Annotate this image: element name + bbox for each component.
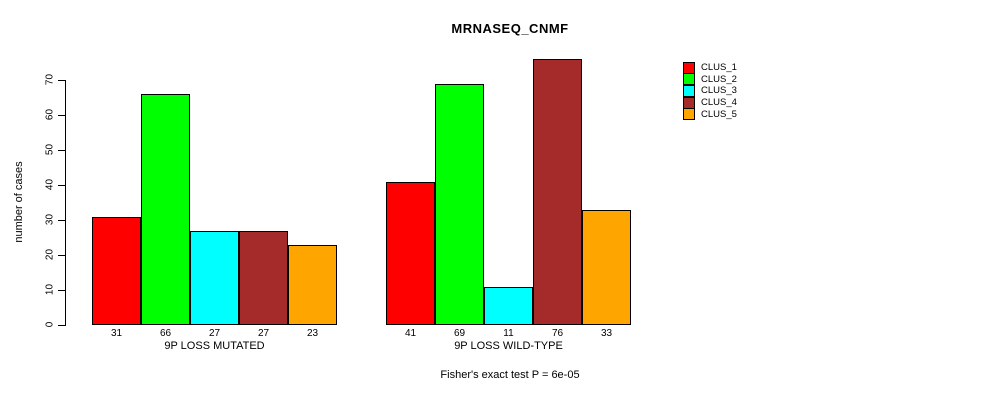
bar-value-label: 27 <box>257 328 270 339</box>
y-axis-line <box>65 80 66 326</box>
y-tick <box>58 185 65 186</box>
legend-item-clus_3: CLUS_3 <box>683 84 737 97</box>
bar-clus_5-1 <box>288 244 337 325</box>
group-label: 9P LOSS WILD-TYPE <box>454 340 563 352</box>
y-tick <box>58 115 65 116</box>
y-tick-label: 40 <box>44 178 56 191</box>
bar-value-label: 23 <box>306 328 319 339</box>
bar-clus_4-2 <box>533 59 582 325</box>
legend-item-clus_5: CLUS_5 <box>683 108 737 121</box>
y-tick-label: 60 <box>44 108 56 121</box>
y-axis-title: number of cases <box>13 161 25 243</box>
bar-clus_1-1 <box>92 216 141 325</box>
legend: CLUS_1 CLUS_2 CLUS_3 CLUS_4 CLUS_5 <box>683 61 737 121</box>
y-tick-label: 70 <box>44 73 56 86</box>
chart-title: MRNASEQ_CNMF <box>451 21 569 36</box>
bar-clus_2-1 <box>141 94 190 325</box>
y-tick <box>58 255 65 256</box>
y-tick-label: 20 <box>44 248 56 261</box>
y-tick <box>58 325 65 326</box>
legend-swatch-icon <box>683 84 695 97</box>
annotation-text: Fisher's exact test P = 6e-05 <box>440 369 580 381</box>
bar-clus_3-2 <box>484 286 533 325</box>
bar-value-label: 33 <box>600 328 613 339</box>
y-tick <box>58 80 65 81</box>
bar-clus_1-2 <box>386 181 435 325</box>
bar-value-label: 11 <box>503 328 514 339</box>
bar-clus_5-2 <box>582 209 631 325</box>
legend-label: CLUS_5 <box>701 108 737 120</box>
bar-value-label: 66 <box>159 328 172 339</box>
legend-swatch-icon <box>683 96 695 109</box>
y-tick-label: 30 <box>44 213 56 226</box>
y-tick-label: 0 <box>44 321 56 328</box>
legend-label: CLUS_4 <box>701 97 737 109</box>
legend-swatch-icon <box>683 108 695 121</box>
y-tick-label: 10 <box>44 283 56 296</box>
group-label: 9P LOSS MUTATED <box>164 340 265 352</box>
bar-value-label: 76 <box>551 328 564 339</box>
legend-item-clus_1: CLUS_1 <box>683 61 737 74</box>
bar-value-label: 69 <box>453 328 466 339</box>
y-tick <box>58 290 65 291</box>
legend-swatch-icon <box>683 73 695 86</box>
legend-label: CLUS_2 <box>701 73 737 85</box>
bar-clus_3-1 <box>190 230 239 325</box>
bar-clus_2-2 <box>435 83 484 325</box>
y-tick <box>58 150 65 151</box>
bar-clus_4-1 <box>239 230 288 325</box>
y-tick <box>58 220 65 221</box>
legend-label: CLUS_1 <box>701 62 737 74</box>
bar-value-label: 31 <box>110 328 123 339</box>
legend-swatch-icon <box>683 61 695 74</box>
legend-label: CLUS_3 <box>701 85 737 97</box>
legend-item-clus_2: CLUS_2 <box>683 73 737 86</box>
y-tick-label: 50 <box>44 143 56 156</box>
bar-value-label: 41 <box>404 328 417 339</box>
legend-item-clus_4: CLUS_4 <box>683 96 737 109</box>
bar-value-label: 27 <box>208 328 221 339</box>
